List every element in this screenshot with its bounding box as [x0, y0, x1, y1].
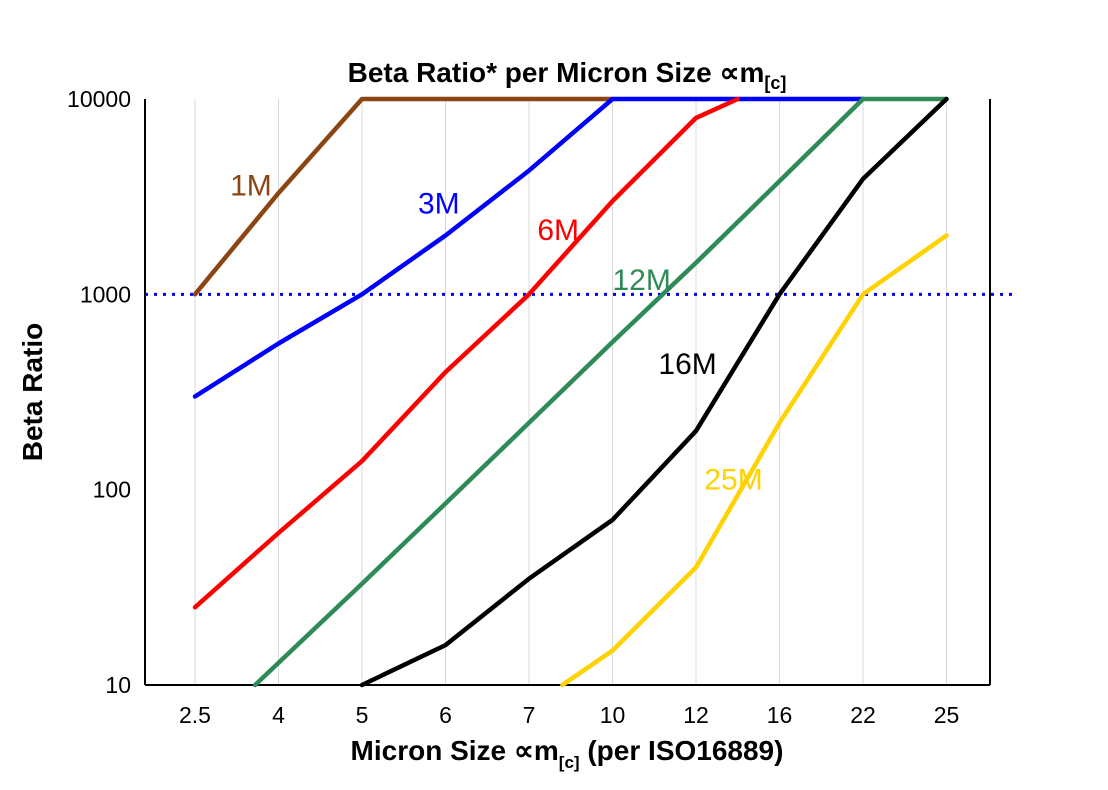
x-tick-label: 22 [850, 702, 876, 728]
series-label-6m: 6M [537, 214, 579, 247]
x-tick-label: 2.5 [179, 702, 211, 728]
series-label-16m: 16M [658, 348, 716, 381]
series-label-12m: 12M [613, 264, 671, 297]
x-tick-label: 7 [523, 702, 536, 728]
y-tick-label: 10000 [67, 86, 131, 112]
y-tick-label: 10 [105, 672, 131, 698]
chart-title: Beta Ratio* per Micron Size ∝m[c] [348, 57, 787, 93]
chart-title-subscript: [c] [764, 73, 786, 93]
plot-area: 10000 1000 100 10 2.5 4 5 6 7 10 12 16 22 25 1M 3M 6M 12M… [67, 86, 1016, 728]
series-label-1m: 1M [230, 170, 272, 203]
chart-title-main: Beta Ratio* per Micron Size ∝m [348, 57, 765, 88]
series-line-16m [359, 96, 949, 688]
x-axis-label: Micron Size ∝m[c] (per ISO16889) [351, 735, 784, 772]
x-tick-label: 6 [439, 702, 452, 728]
y-tick-label: 1000 [80, 281, 131, 307]
series-line-12m [252, 96, 949, 688]
x-axis-label-suffix: (per ISO16889) [580, 735, 784, 766]
x-axis-label-main: Micron Size ∝m [351, 735, 559, 766]
series-label-3m: 3M [418, 187, 460, 220]
series-line-1m [192, 96, 615, 297]
x-tick-label: 10 [600, 702, 626, 728]
x-tick-label: 4 [272, 702, 285, 728]
x-tick-label: 16 [767, 702, 793, 728]
series-line-25m [560, 233, 949, 688]
x-tick-label: 25 [934, 702, 960, 728]
x-tick-label: 5 [356, 702, 369, 728]
x-tick-label: 12 [683, 702, 709, 728]
y-tick-label: 100 [93, 477, 131, 503]
y-axis-label: Beta Ratio [17, 323, 48, 461]
series-label-25m: 25M [704, 464, 762, 497]
x-axis-label-subscript: [c] [559, 753, 580, 772]
series-line-3m [192, 96, 866, 399]
series-line-6m [192, 96, 741, 610]
